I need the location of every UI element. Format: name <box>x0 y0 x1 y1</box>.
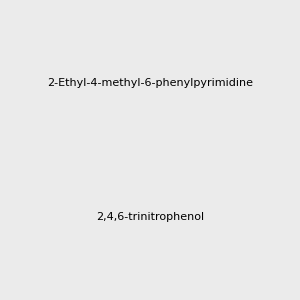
Text: 2-Ethyl-4-methyl-6-phenylpyrimidine: 2-Ethyl-4-methyl-6-phenylpyrimidine <box>47 77 253 88</box>
Text: 2,4,6-trinitrophenol: 2,4,6-trinitrophenol <box>96 212 204 223</box>
